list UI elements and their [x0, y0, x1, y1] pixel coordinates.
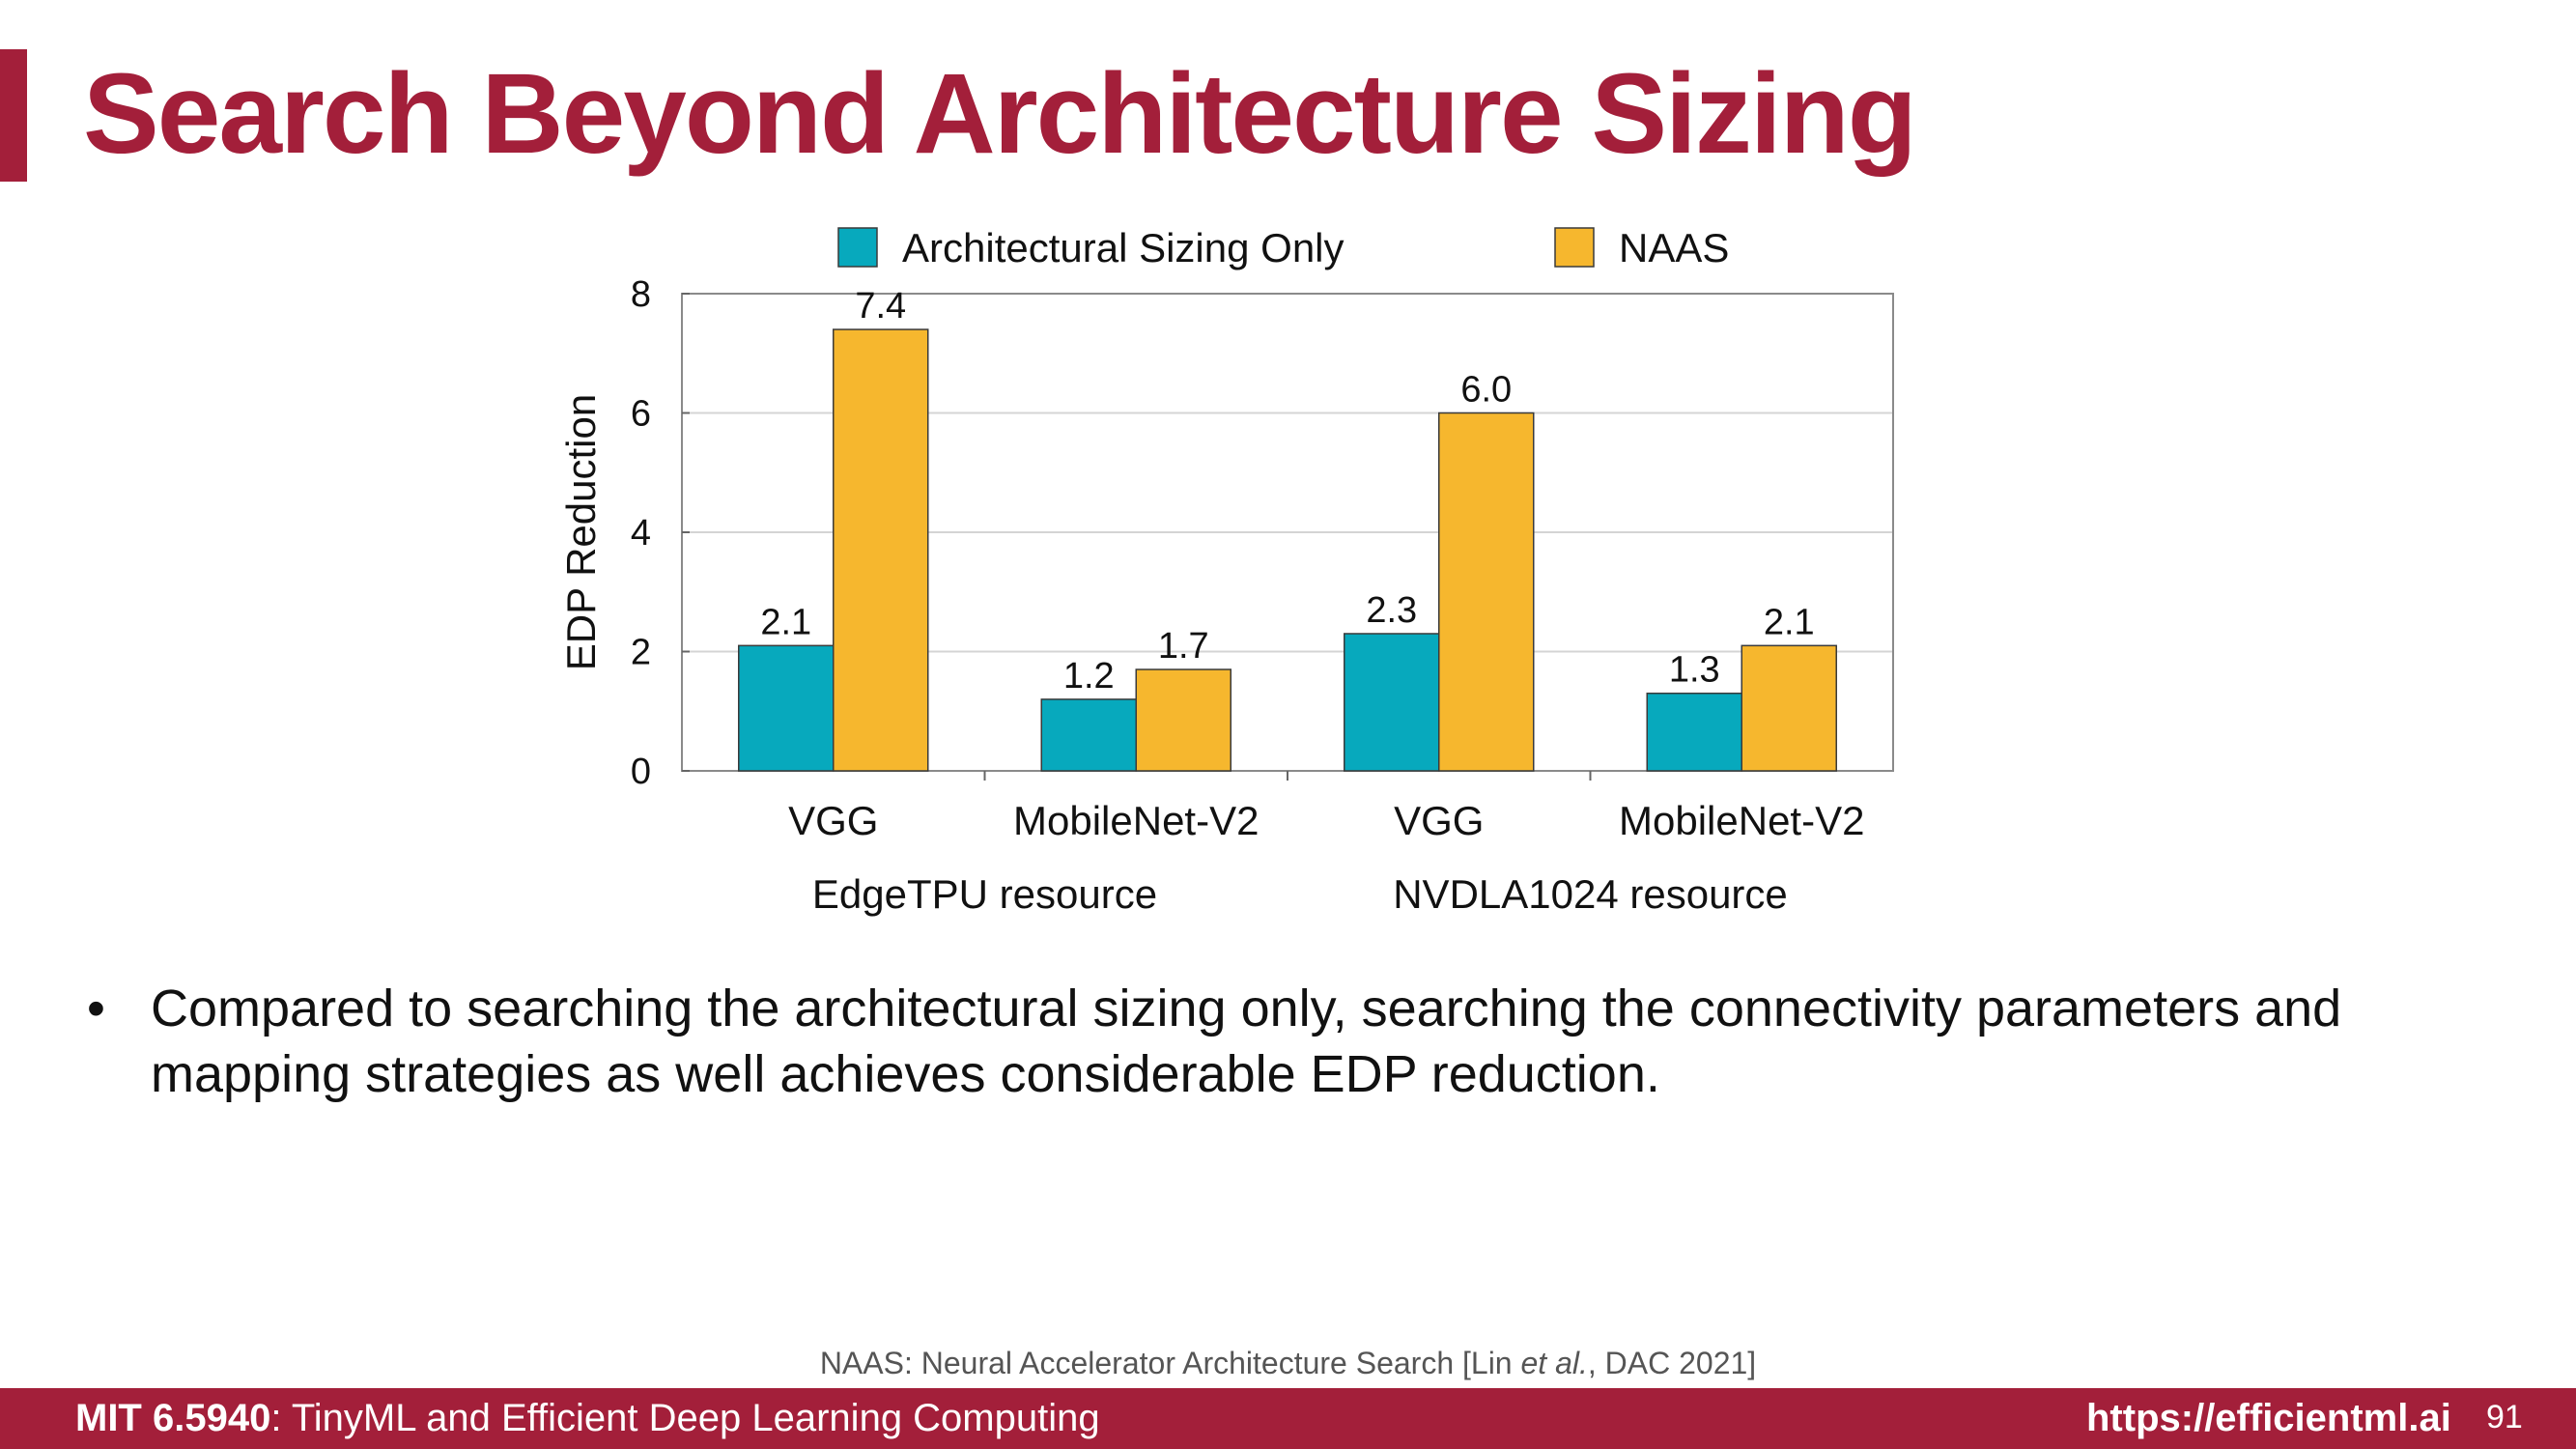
- data-label-naas-2: 6.0: [1460, 370, 1512, 411]
- group-label-1: NVDLA1024 resource: [1393, 871, 1788, 917]
- bullet-marker: •: [87, 980, 105, 1037]
- y-tick-label-0: 0: [631, 752, 651, 792]
- bullet-text: Compared to searching the architectural …: [151, 980, 2342, 1103]
- data-label-sizing-only-2: 2.3: [1366, 590, 1417, 631]
- bar-naas-3: [1741, 644, 1837, 772]
- data-label-sizing-only-1: 1.2: [1063, 656, 1115, 696]
- legend-swatch-0: [837, 227, 878, 268]
- footer-bar: MIT 6.5940: TinyML and Efficient Deep Le…: [0, 1388, 2576, 1449]
- y-tick-label-4: 8: [631, 274, 651, 315]
- bar-sizing-only-0: [738, 644, 835, 772]
- citation-suffix: , DAC 2021]: [1587, 1346, 1757, 1380]
- data-label-sizing-only-3: 1.3: [1669, 650, 1720, 691]
- bar-naas-0: [833, 328, 929, 772]
- x-tick-label-3: MobileNet-V2: [1619, 798, 1864, 843]
- page-number: 91: [2486, 1399, 2523, 1435]
- title-accent-bar: [0, 49, 27, 182]
- slide-title: Search Beyond Architecture Sizing: [83, 50, 1917, 178]
- course-code: MIT 6.5940: [75, 1397, 271, 1439]
- bar-sizing-only-2: [1344, 633, 1440, 772]
- y-tick-label-2: 4: [631, 513, 651, 554]
- legend-label-0: Architectural Sizing Only: [902, 225, 1345, 270]
- y-tick-label-1: 2: [631, 633, 651, 673]
- citation-prefix: NAAS: Neural Accelerator Architecture Se…: [819, 1346, 1521, 1380]
- course-name: : TinyML and Efficient Deep Learning Com…: [270, 1397, 1100, 1439]
- group-label-0: EdgeTPU resource: [812, 871, 1157, 917]
- bar-naas-2: [1438, 412, 1535, 772]
- bar-naas-1: [1135, 668, 1231, 772]
- data-label-naas-3: 2.1: [1764, 602, 1815, 642]
- legend-swatch-1: [1554, 227, 1595, 268]
- x-tick-label-1: MobileNet-V2: [1013, 798, 1259, 843]
- citation: NAAS: Neural Accelerator Architecture Se…: [0, 1346, 2576, 1381]
- bar-sizing-only-3: [1646, 692, 1742, 772]
- footer-url[interactable]: https://efficientml.ai: [2086, 1397, 2451, 1439]
- x-tick-label-0: VGG: [788, 798, 878, 843]
- y-axis-title: EDP Reduction: [558, 394, 604, 670]
- y-tick-label-3: 6: [631, 394, 651, 435]
- data-label-sizing-only-0: 2.1: [760, 602, 811, 642]
- x-tick-label-2: VGG: [1394, 798, 1484, 843]
- edp-reduction-chart: 0 2 4 6 8 EDP Reduction 2.1 7.4 VGG 1.2 1.7 MobileN…: [558, 225, 1894, 917]
- data-label-naas-0: 7.4: [855, 286, 906, 327]
- footer-course: MIT 6.5940: TinyML and Efficient Deep Le…: [75, 1397, 1100, 1440]
- bar-sizing-only-1: [1040, 698, 1137, 772]
- data-label-naas-1: 1.7: [1158, 626, 1209, 667]
- citation-italic: et al.: [1520, 1346, 1588, 1380]
- legend-label-1: NAAS: [1619, 225, 1729, 270]
